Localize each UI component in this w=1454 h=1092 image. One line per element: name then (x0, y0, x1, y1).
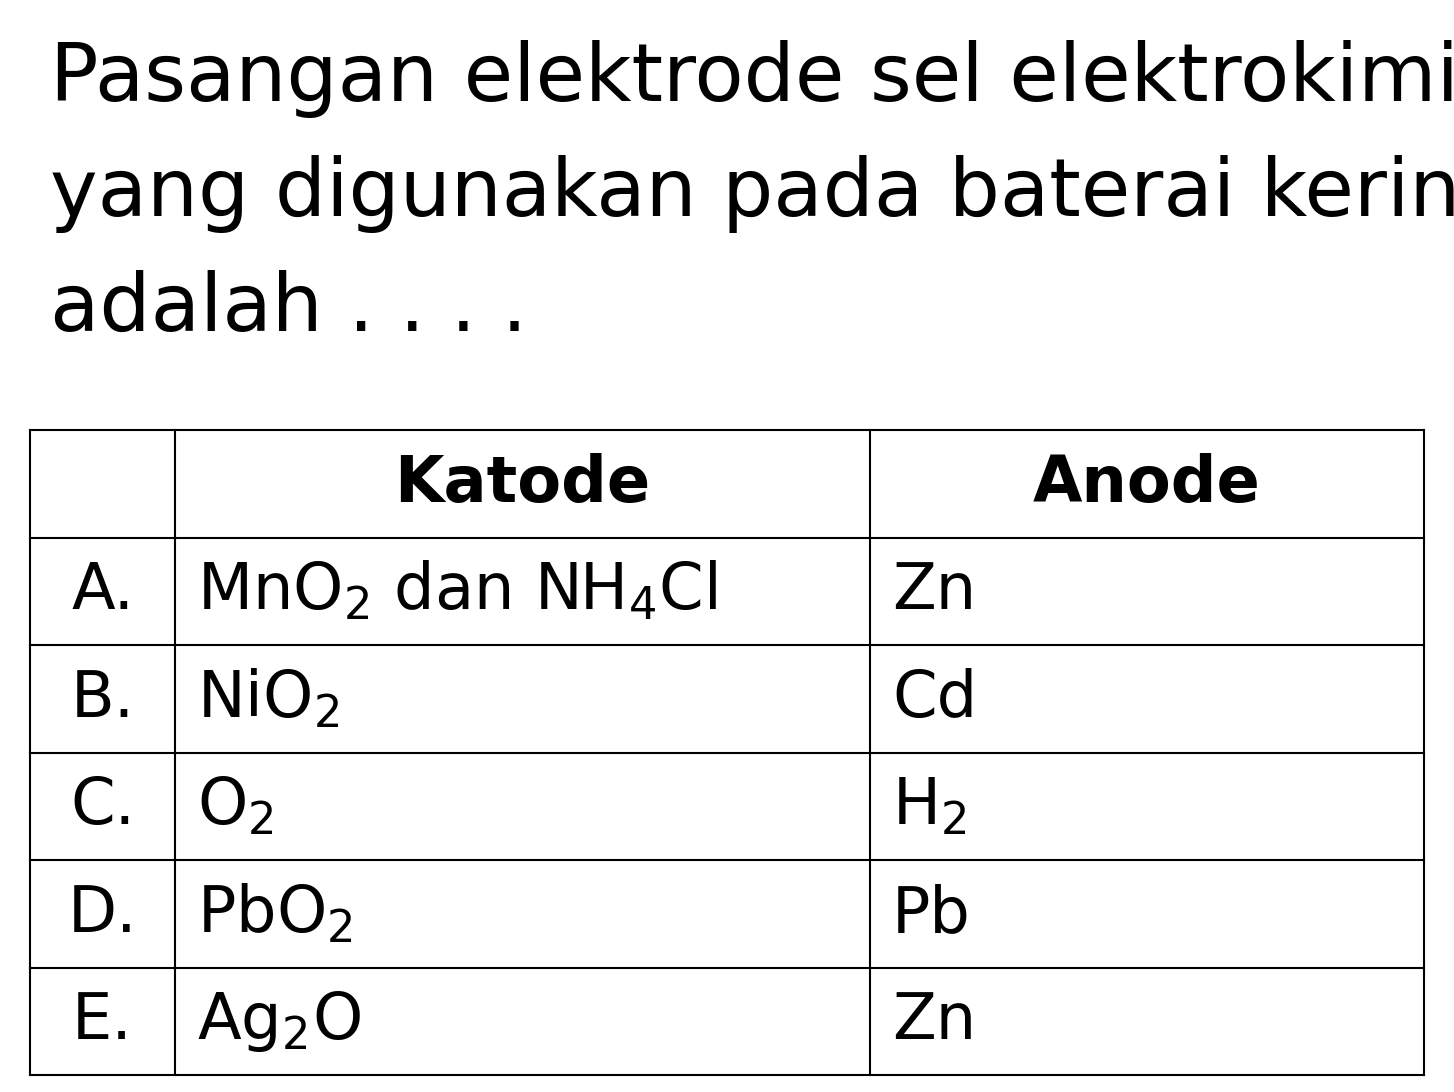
Text: NiO$_2$: NiO$_2$ (196, 667, 339, 731)
Text: A.: A. (71, 560, 134, 622)
Text: Zn: Zn (891, 990, 976, 1053)
Text: O$_2$: O$_2$ (196, 775, 273, 838)
Text: PbO$_2$: PbO$_2$ (196, 882, 353, 946)
Text: adalah . . . .: adalah . . . . (49, 270, 528, 348)
Text: Anode: Anode (1032, 453, 1261, 514)
Text: H$_2$: H$_2$ (891, 775, 967, 838)
Text: Pb: Pb (891, 882, 971, 945)
Text: yang digunakan pada baterai kering biasa: yang digunakan pada baterai kering biasa (49, 155, 1454, 233)
Text: Ag$_2$O: Ag$_2$O (196, 988, 361, 1054)
Text: Cd: Cd (891, 667, 977, 729)
Text: MnO$_2$ dan NH$_4$Cl: MnO$_2$ dan NH$_4$Cl (196, 559, 717, 624)
Text: B.: B. (70, 667, 135, 729)
Text: C.: C. (70, 775, 135, 838)
Text: D.: D. (68, 882, 137, 945)
Text: Pasangan elektrode sel elektrokimia berikut: Pasangan elektrode sel elektrokimia beri… (49, 40, 1454, 118)
Text: Zn: Zn (891, 560, 976, 622)
Text: E.: E. (73, 990, 132, 1053)
Text: Katode: Katode (394, 453, 650, 514)
